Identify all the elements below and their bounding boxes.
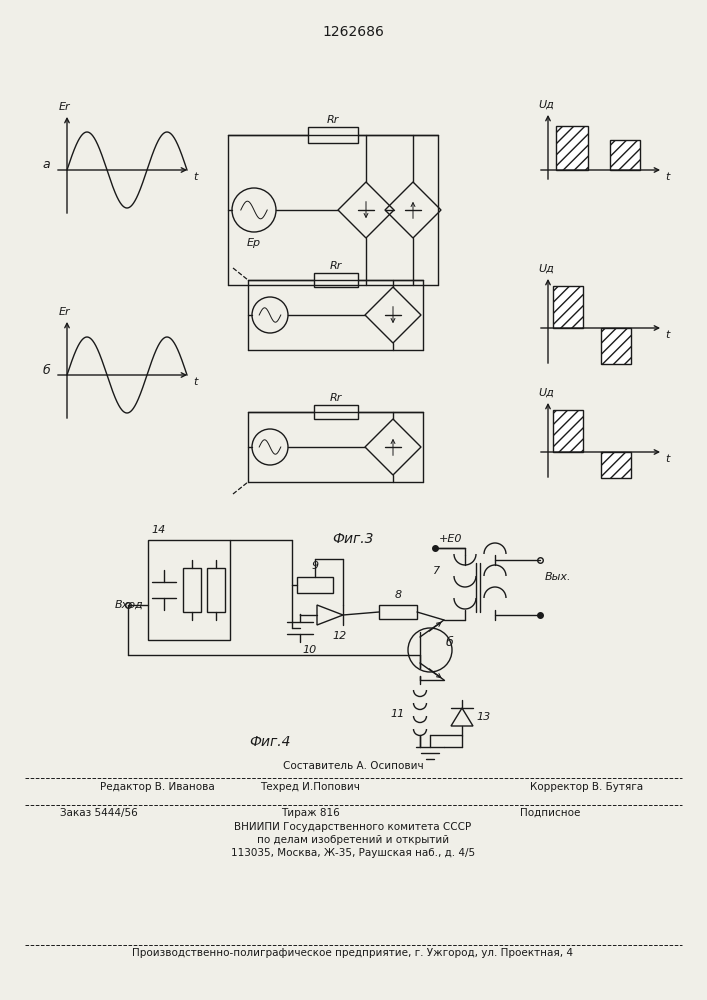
Text: 9: 9: [312, 561, 319, 571]
Text: 8: 8: [395, 590, 402, 600]
Bar: [601, 328, 631, 364]
Bar: [183, 568, 201, 612]
Bar: [313, 405, 358, 419]
Text: Техред И.Попович: Техред И.Попович: [260, 782, 360, 792]
Text: б: б: [446, 636, 454, 648]
Bar: [148, 540, 230, 640]
Bar: [553, 410, 583, 452]
Text: Фиг.3: Фиг.3: [332, 532, 374, 546]
Bar: [379, 605, 417, 619]
Text: 10: 10: [302, 645, 316, 655]
Text: Фиг.4: Фиг.4: [250, 735, 291, 749]
Text: Uд: Uд: [538, 388, 554, 398]
Text: по делам изобретений и открытий: по делам изобретений и открытий: [257, 835, 449, 845]
Text: Rr: Rr: [329, 261, 341, 271]
Text: Er: Er: [59, 102, 71, 112]
Text: Подписное: Подписное: [520, 808, 580, 818]
Text: 12: 12: [332, 631, 346, 641]
Text: Вход: Вход: [115, 600, 143, 610]
Text: Составитель А. Осипович: Составитель А. Осипович: [283, 761, 423, 771]
Text: Редактор В. Иванова: Редактор В. Иванова: [100, 782, 215, 792]
Text: Заказ 5444/56: Заказ 5444/56: [60, 808, 138, 818]
Bar: [553, 286, 583, 328]
Bar: [610, 140, 640, 170]
Text: 14: 14: [151, 525, 165, 535]
Text: ВНИИПИ Государственного комитета СССР: ВНИИПИ Государственного комитета СССР: [235, 822, 472, 832]
Text: t: t: [665, 454, 670, 464]
Text: Корректор В. Бутяга: Корректор В. Бутяга: [530, 782, 643, 792]
Bar: [308, 127, 358, 143]
Text: Ep: Ep: [247, 238, 261, 248]
Text: Uд: Uд: [538, 264, 554, 274]
Text: 11: 11: [391, 709, 405, 719]
Text: t: t: [193, 172, 197, 182]
Text: Тираж 816: Тираж 816: [281, 808, 339, 818]
Text: t: t: [665, 330, 670, 340]
Text: а: а: [42, 158, 50, 172]
Bar: [313, 273, 358, 287]
Text: Rr: Rr: [329, 393, 341, 403]
Bar: [601, 452, 631, 478]
Text: Вых.: Вых.: [545, 572, 571, 582]
Text: Er: Er: [59, 307, 71, 317]
Text: 7: 7: [433, 566, 440, 576]
Text: t: t: [665, 172, 670, 182]
Text: 113035, Москва, Ж-35, Раушская наб., д. 4/5: 113035, Москва, Ж-35, Раушская наб., д. …: [231, 848, 475, 858]
Text: б: б: [42, 363, 50, 376]
Bar: [297, 577, 333, 593]
Text: 13: 13: [476, 712, 490, 722]
Text: Uд: Uд: [538, 100, 554, 110]
Text: Rr: Rr: [327, 115, 339, 125]
Bar: [207, 568, 225, 612]
Text: t: t: [193, 377, 197, 387]
Text: +E0: +E0: [439, 534, 462, 544]
Text: Производственно-полиграфическое предприятие, г. Ужгород, ул. Проектная, 4: Производственно-полиграфическое предприя…: [132, 948, 573, 958]
Text: 1262686: 1262686: [322, 25, 384, 39]
Bar: [556, 126, 588, 170]
